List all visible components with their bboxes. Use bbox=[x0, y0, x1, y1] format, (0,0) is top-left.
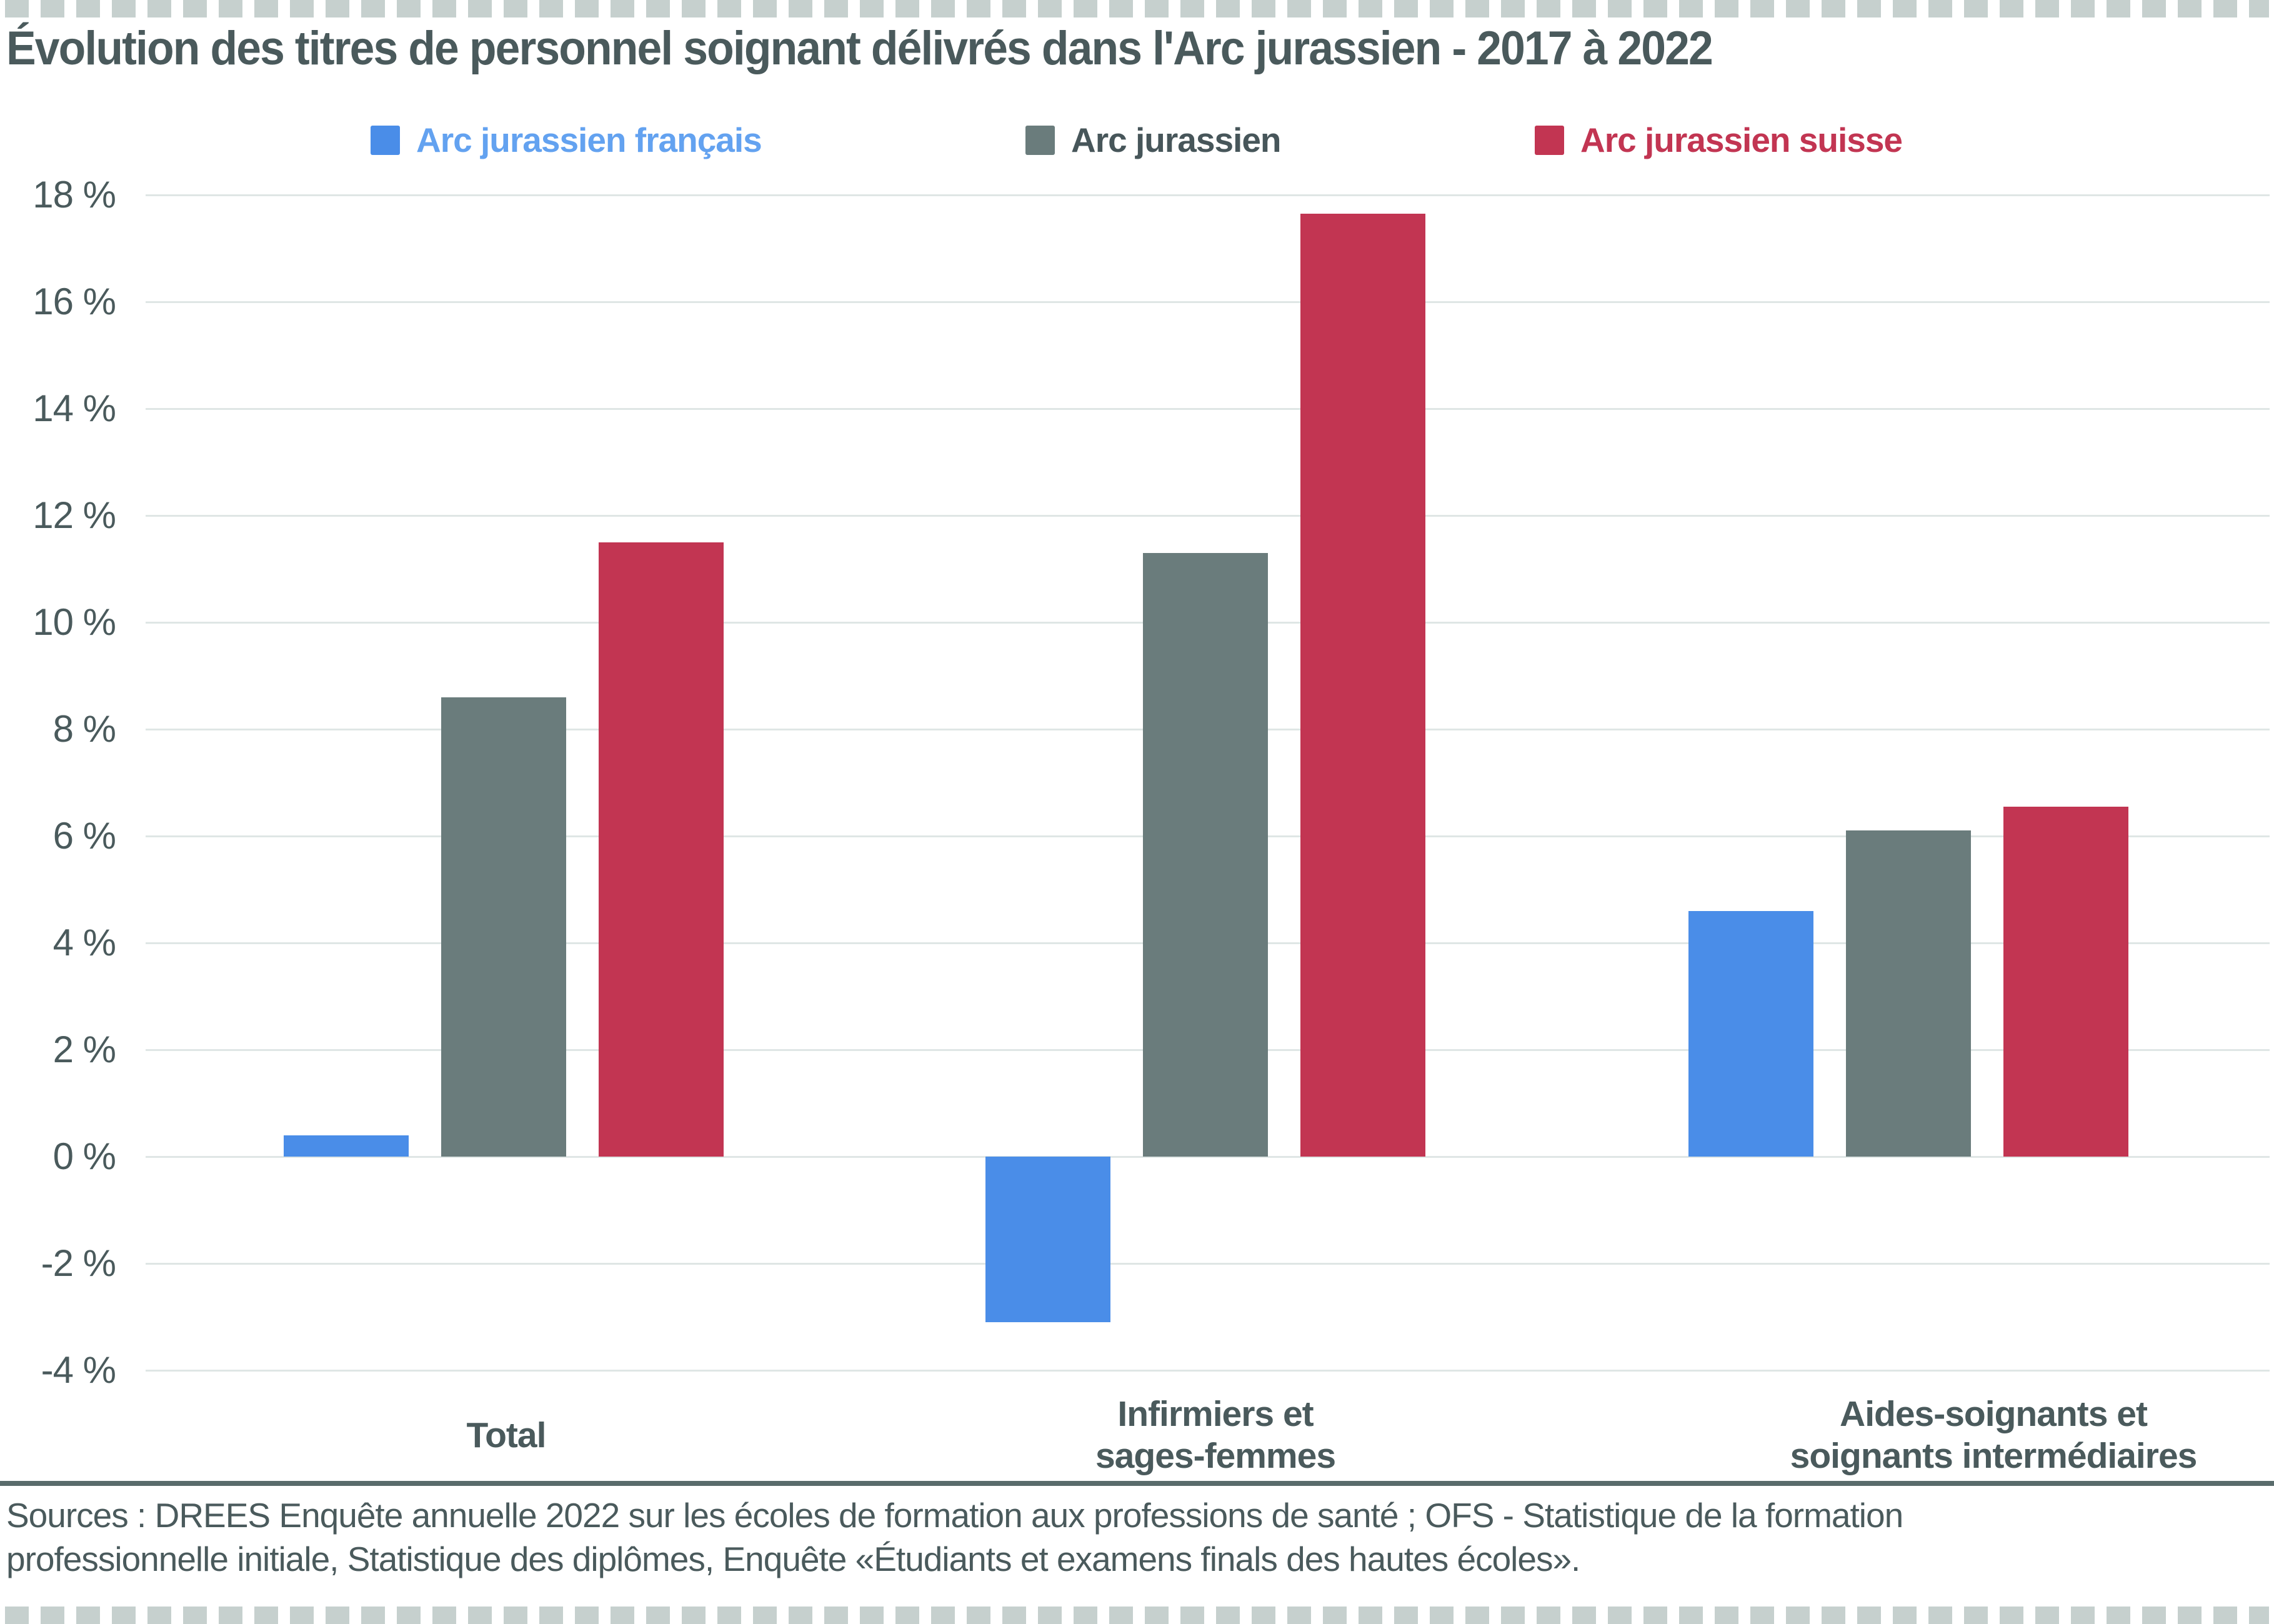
y-axis-tick-label: 10 % bbox=[32, 601, 116, 643]
legend-swatch-blue bbox=[371, 125, 400, 155]
bar-arc-jurassien-2 bbox=[1143, 552, 1268, 1157]
chart-title: Évolution des titres de personnel soigna… bbox=[6, 22, 1713, 75]
legend-swatch-red bbox=[1535, 125, 1564, 155]
y-axis-tick-label: -2 % bbox=[41, 1242, 116, 1284]
gridline--2 bbox=[146, 1263, 2270, 1265]
bar-arc-jurassien-suisse-1 bbox=[599, 542, 724, 1157]
bar-arc-jurassien-français-3 bbox=[1688, 910, 1813, 1157]
y-axis-tick-label: 8 % bbox=[52, 708, 116, 750]
gridline-0 bbox=[146, 1156, 2270, 1158]
y-axis-tick-label: 16 % bbox=[32, 281, 116, 322]
legend-label: Arc jurassien français bbox=[416, 121, 762, 159]
category-label-line: Infirmiers et bbox=[1117, 1394, 1314, 1434]
gridline-18 bbox=[146, 194, 2270, 196]
y-axis-tick-label: -4 % bbox=[41, 1349, 116, 1391]
legend-label: Arc jurassien bbox=[1071, 121, 1282, 159]
gridline--4 bbox=[146, 1370, 2270, 1372]
bar-arc-jurassien-suisse-2 bbox=[1300, 213, 1425, 1157]
legend-label: Arc jurassien suisse bbox=[1580, 121, 1903, 159]
y-axis-tick-label: 12 % bbox=[32, 494, 116, 536]
legend-item-arc-jurassien-suisse: Arc jurassien suisse bbox=[1535, 121, 1903, 159]
category-label-line: Total bbox=[466, 1415, 547, 1455]
bar-arc-jurassien-français-1 bbox=[284, 1135, 409, 1157]
gridline-16 bbox=[146, 301, 2270, 303]
y-axis-tick-label: 14 % bbox=[32, 387, 116, 429]
source-line-2: professionnelle initiale, Statistique de… bbox=[6, 1540, 1580, 1578]
legend-item-arc-jurassien: Arc jurassien bbox=[1025, 121, 1282, 159]
source-line-1: Sources : DREES Enquête annuelle 2022 su… bbox=[6, 1496, 1903, 1535]
legend: Arc jurassien français Arc jurassien Arc… bbox=[0, 121, 2274, 159]
x-axis-category-label: Infirmiers et sages-femmes bbox=[890, 1391, 1540, 1480]
category-label-line: Aides-soignants et bbox=[1840, 1394, 2148, 1434]
y-axis-tick-label: 0 % bbox=[52, 1135, 116, 1177]
bar-arc-jurassien-1 bbox=[441, 697, 566, 1157]
bar-arc-jurassien-français-2 bbox=[985, 1157, 1110, 1323]
footer-separator-line bbox=[0, 1481, 2274, 1486]
y-axis-tick-label: 6 % bbox=[52, 815, 116, 857]
x-axis-category-label: Total bbox=[181, 1391, 831, 1480]
bar-arc-jurassien-3 bbox=[1846, 830, 1971, 1157]
sources-block: Sources : DREES Enquête annuelle 2022 su… bbox=[6, 1493, 2268, 1581]
gridline-12 bbox=[146, 515, 2270, 517]
bottom-dashed-border bbox=[5, 1607, 2269, 1624]
legend-item-arc-jurassien-francais: Arc jurassien français bbox=[371, 121, 762, 159]
top-dashed-border bbox=[5, 0, 2269, 17]
x-axis-category-label: Aides-soignants et soignants intermédiair… bbox=[1668, 1391, 2274, 1480]
y-axis-tick-label: 2 % bbox=[52, 1029, 116, 1070]
y-axis-tick-label: 4 % bbox=[52, 922, 116, 964]
y-axis-tick-label: 18 % bbox=[32, 174, 116, 216]
category-label-line: sages-femmes bbox=[1095, 1436, 1336, 1476]
category-label-line: soignants intermédiaires bbox=[1790, 1436, 2198, 1476]
gridline-14 bbox=[146, 408, 2270, 410]
legend-swatch-gray bbox=[1025, 125, 1055, 155]
bar-arc-jurassien-suisse-3 bbox=[2003, 806, 2128, 1157]
